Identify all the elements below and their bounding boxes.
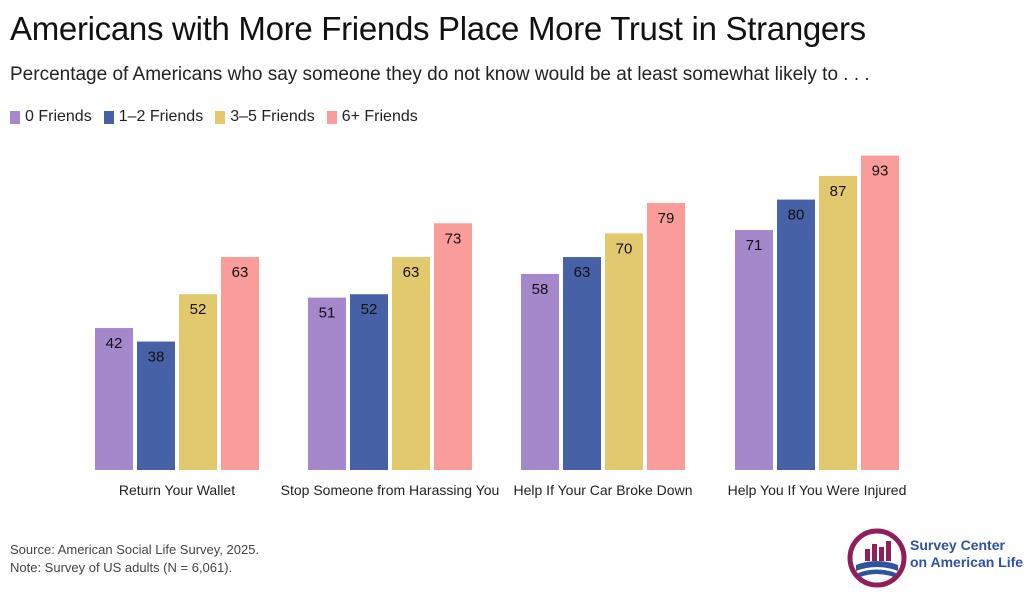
bar-value-label: 71 [746,237,763,254]
bar-value-label: 63 [232,264,249,281]
legend-label: 3–5 Friends [230,108,315,125]
bar-value-label: 70 [616,240,633,257]
legend-label: 0 Friends [25,108,92,125]
bar [308,297,346,470]
category-label: Help You If You Were Injured [728,482,907,498]
bar [521,273,559,470]
legend-swatch [326,110,337,124]
legend-item-3-5-friends: 3–5 Friends [215,108,315,126]
chart-subtitle: Percentage of Americans who say someone … [10,64,870,85]
bar [605,233,643,470]
logo-line-2: on American Life [910,554,1024,570]
legend: 0 Friends 1–2 Friends 3–5 Friends 6+ Fri… [10,108,418,126]
logo-text: Survey Center on American Life [910,537,1023,571]
bar-chart: 42 38 52 63 Return Your Wallet 51 52 63 73 Stop S… [95,155,907,498]
legend-swatch [215,110,226,124]
bar-value-label: 42 [106,335,123,352]
bar-value-label: 73 [445,230,462,247]
logo-line-1: Survey Center [910,537,1005,553]
bar [179,294,217,470]
legend-item-1-2-friends: 1–2 Friends [103,108,204,126]
bar [563,257,601,470]
chart-title: Americans with More Friends Place More T… [10,10,866,47]
legend-item-6-plus-friends: 6+ Friends [326,108,418,126]
source-note: Source: American Social Life Survey, 202… [10,541,259,577]
bar-value-label: 52 [190,301,207,318]
bar [434,223,472,470]
bar [137,341,175,470]
bar-value-label: 87 [830,183,847,200]
bar [647,202,685,471]
legend-label: 1–2 Friends [118,108,204,125]
bar-value-label: 93 [872,163,889,180]
bar [735,230,773,470]
bar-value-label: 79 [658,210,675,227]
category-label: Return Your Wallet [119,482,235,498]
legend-swatch [103,110,114,124]
bar-value-label: 38 [148,349,165,366]
bar [221,257,259,470]
bar [819,175,857,470]
source-line: Source: American Social Life Survey, 202… [10,542,260,557]
bar-value-label: 63 [403,264,420,281]
bar-value-label: 80 [788,207,805,224]
bar-value-label: 51 [319,305,336,322]
legend-swatch [10,110,20,124]
legend-label: 6+ Friends [341,108,418,125]
legend-item-0-friends: 0 Friends [10,108,92,126]
bar-value-label: 63 [574,264,591,281]
note-line: Note: Survey of US adults (N = 6,061). [10,560,233,575]
bar [861,155,899,470]
category-label: Help If Your Car Broke Down [514,482,693,498]
bar [95,328,133,470]
bar [777,199,815,470]
survey-center-logo [847,528,907,588]
bar-value-label: 58 [532,281,549,298]
category-label: Stop Someone from Harassing You [281,482,500,498]
bar [392,257,430,470]
bar-value-label: 52 [361,301,378,318]
bar [350,294,388,470]
